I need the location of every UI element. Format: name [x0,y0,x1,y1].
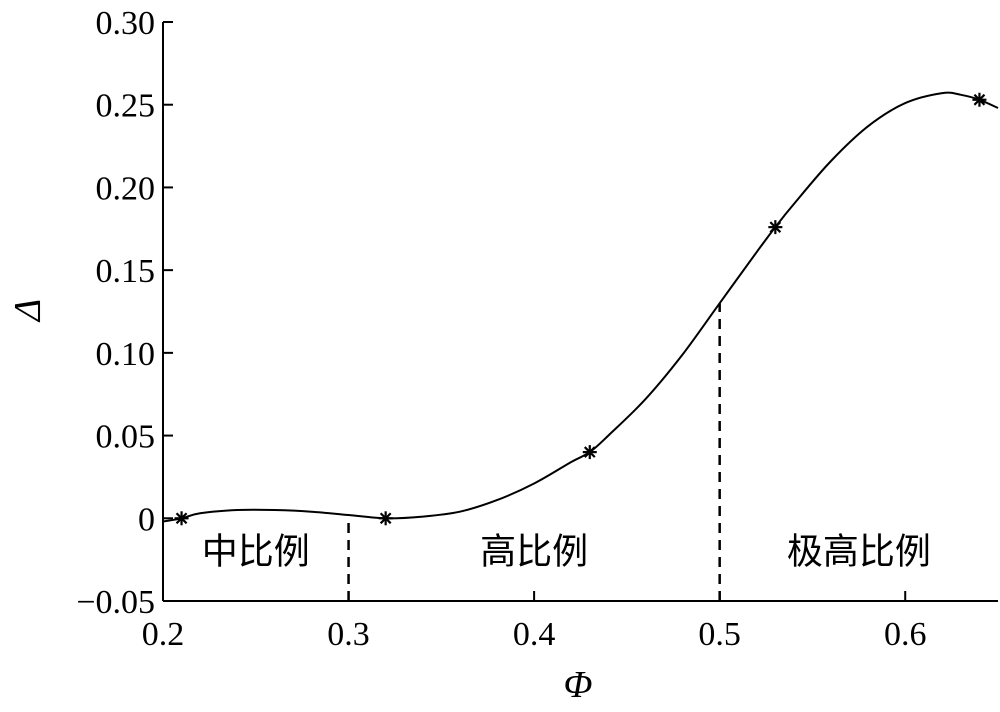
markers [174,92,987,526]
axes [162,22,998,602]
curve [162,91,999,523]
region-label: 中比例 [202,531,310,572]
y-tick-label: 0.10 [96,336,156,373]
x-tick-label: 0.6 [884,616,927,653]
y-tick-label: 0 [138,501,155,538]
fitted-curve [162,91,999,523]
y-tick-label: 0.20 [96,170,156,207]
region-labels: 中比例 高比例 极高比例 [202,531,931,572]
ticks: −0.05 0 0.05 0.10 0.15 0.20 0.25 0.30 0.2 0.3 0.4 0… [76,5,926,653]
data-point-marker [378,511,393,526]
y-tick-label: 0.05 [96,419,156,456]
y-axis-title: Δ [7,299,49,323]
data-point-marker [582,445,597,460]
y-tick-label: 0.15 [96,253,156,290]
x-tick-label: 0.4 [513,616,556,653]
y-tick-label: 0.30 [96,5,156,42]
x-tick-label: 0.5 [698,616,741,653]
x-axis-title: Φ [564,664,593,706]
x-tick-label: 0.3 [327,616,370,653]
data-point-marker [768,220,783,235]
data-point-marker [972,92,987,107]
region-label: 高比例 [480,531,588,572]
region-dividers [347,303,721,601]
y-tick-label: −0.05 [76,584,155,621]
data-point-marker [174,511,189,526]
x-tick-label: 0.2 [142,616,185,653]
y-tick-label: 0.25 [96,88,156,125]
region-label: 极高比例 [787,531,931,572]
